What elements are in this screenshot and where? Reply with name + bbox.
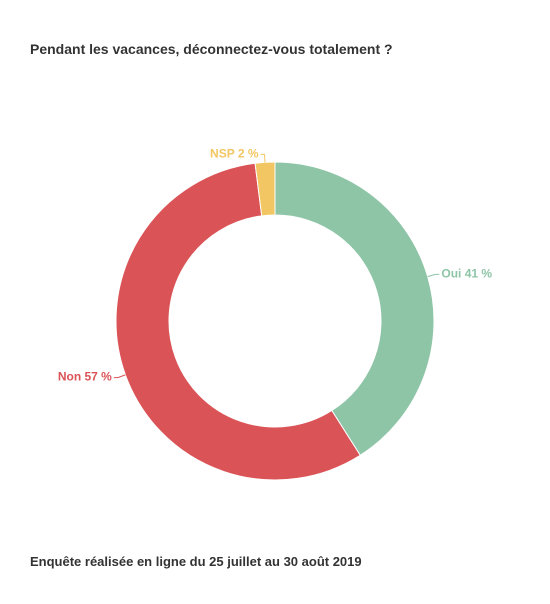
chart-source-note: Enquête réalisée en ligne du 25 juillet …	[30, 554, 362, 569]
chart-title: Pendant les vacances, déconnectez-vous t…	[30, 41, 393, 57]
slice-non[interactable]	[115, 162, 361, 481]
slice-label-non: Non 57 %	[58, 370, 112, 384]
slice-label-nsp: NSP 2 %	[210, 147, 259, 161]
connector-nsp	[260, 153, 266, 163]
connector-oui	[427, 273, 440, 278]
slice-nsp[interactable]	[254, 161, 276, 217]
slice-oui[interactable]	[274, 161, 435, 456]
slice-label-oui: Oui 41 %	[441, 267, 492, 281]
connector-non	[113, 374, 126, 379]
